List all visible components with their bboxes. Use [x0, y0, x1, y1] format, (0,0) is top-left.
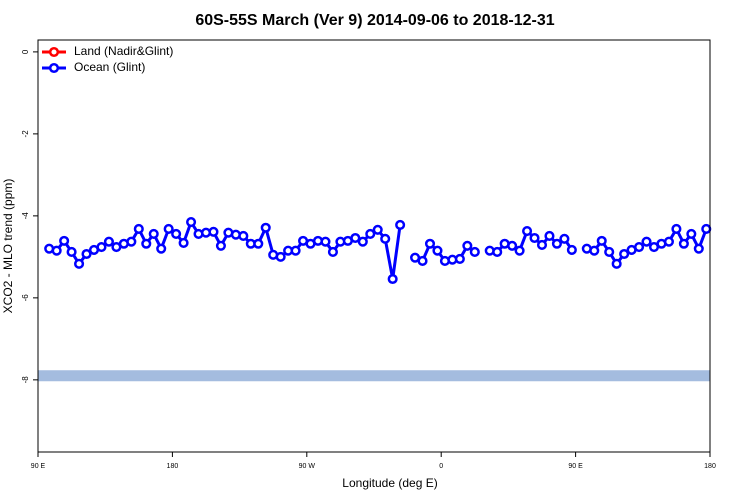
data-point — [133, 223, 144, 235]
y-axis-label: XCO2 - MLO trend (ppm) — [1, 179, 15, 314]
data-point — [559, 233, 570, 244]
data-point — [551, 238, 562, 249]
y-tick-label: -2 — [21, 130, 30, 138]
data-point — [208, 226, 219, 237]
data-point — [74, 258, 85, 269]
data-point — [641, 236, 652, 247]
x-tick-label: 90 E — [568, 463, 583, 470]
data-point — [454, 253, 465, 264]
x-tick-label: 180 — [167, 463, 179, 470]
data-point — [260, 222, 271, 233]
data-point — [693, 243, 704, 254]
y-tick-label: -8 — [21, 376, 30, 384]
data-point — [634, 241, 645, 253]
data-point — [522, 225, 533, 237]
y-tick-label: 0 — [21, 49, 30, 54]
x-tick-label: 180 — [704, 463, 716, 470]
data-point — [238, 230, 249, 242]
data-point — [492, 246, 503, 257]
data-point — [469, 246, 480, 257]
data-point — [327, 246, 338, 257]
data-point — [66, 246, 77, 257]
data-point — [163, 223, 174, 235]
legend-marker — [48, 46, 60, 58]
data-point — [589, 245, 600, 256]
data-point — [395, 219, 406, 230]
data-point — [432, 245, 443, 256]
legend-label: Land (Nadir&Glint) — [74, 44, 173, 58]
data-point — [663, 236, 674, 247]
x-tick-label: 90 W — [299, 463, 316, 470]
legend-label: Ocean (Glint) — [74, 60, 145, 74]
plot-frame — [37, 39, 711, 453]
data-point — [215, 240, 226, 251]
data-point — [141, 238, 152, 249]
x-tick-label: 0 — [439, 463, 443, 470]
data-point — [365, 228, 376, 239]
data-point — [678, 238, 689, 249]
data-point — [171, 228, 182, 239]
x-axis-label: Longitude (deg E) — [342, 476, 437, 490]
data-point — [186, 216, 197, 228]
data-point — [178, 237, 189, 248]
data-point — [275, 251, 286, 262]
data-point — [507, 240, 518, 251]
data-point — [671, 223, 682, 235]
data-point — [529, 232, 540, 244]
data-point — [619, 248, 630, 260]
legend-marker — [48, 62, 60, 74]
data-point — [462, 240, 473, 251]
data-point — [81, 248, 92, 260]
data-point — [290, 245, 301, 256]
data-point — [148, 228, 159, 239]
data-point — [253, 238, 264, 249]
x-tick-label: 90 E — [31, 463, 46, 470]
data-point — [604, 246, 615, 257]
data-point — [156, 243, 167, 254]
data-point — [566, 244, 577, 255]
y-tick-label: -6 — [21, 294, 30, 302]
data-point — [544, 230, 555, 242]
data-point — [596, 235, 607, 246]
data-point — [59, 235, 70, 246]
y-tick-label: -4 — [21, 212, 30, 220]
data-point — [103, 236, 114, 247]
data-point — [417, 255, 428, 267]
data-point — [126, 236, 137, 247]
data-point — [96, 241, 107, 253]
data-point — [611, 258, 622, 269]
data-point — [686, 228, 697, 239]
data-point — [350, 232, 361, 244]
data-point — [387, 273, 398, 285]
data-point — [357, 236, 368, 247]
data-point — [701, 223, 712, 235]
data-point — [51, 245, 62, 256]
data-point — [514, 245, 525, 256]
data-point — [424, 238, 436, 249]
data-point — [380, 233, 391, 244]
data-point — [320, 236, 331, 247]
chart-title: 60S-55S March (Ver 9) 2014-09-06 to 2018… — [195, 12, 554, 29]
data-point — [536, 239, 548, 251]
data-point — [372, 224, 383, 235]
